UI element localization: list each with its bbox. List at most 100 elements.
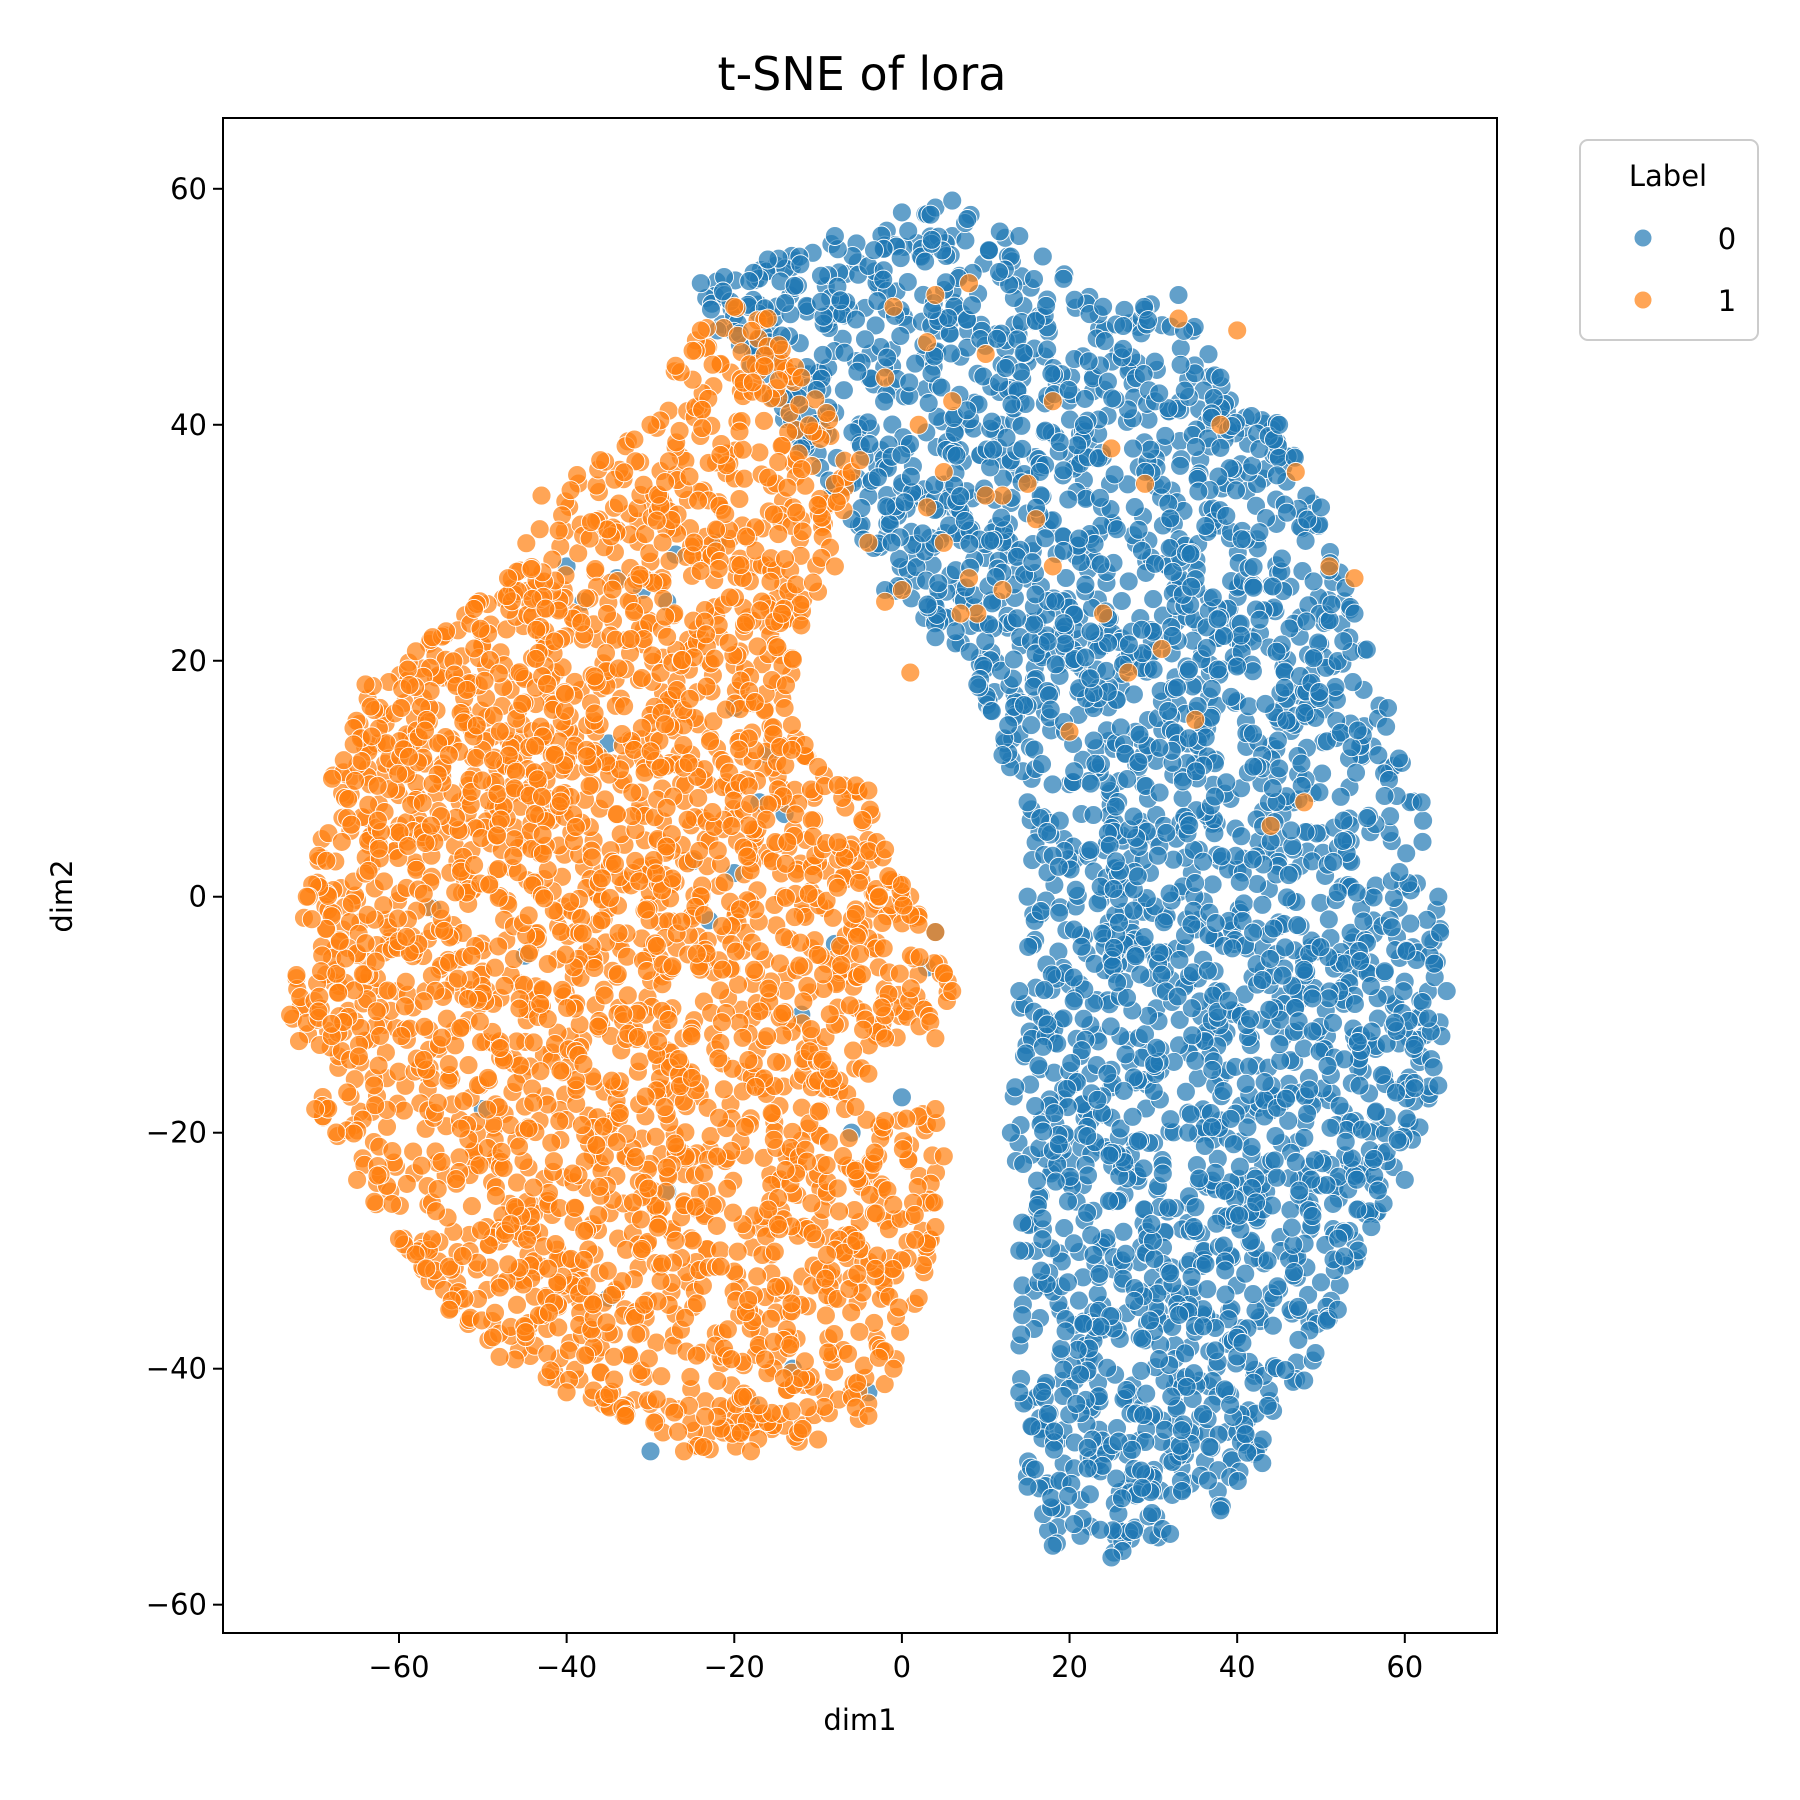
scatter-point (945, 621, 966, 642)
scatter-point (1222, 938, 1243, 959)
scatter-point (1293, 959, 1314, 980)
scatter-point (1134, 927, 1155, 948)
scatter-point (1169, 1304, 1190, 1325)
scatter-point (1140, 439, 1161, 460)
scatter-point (1124, 497, 1145, 518)
scatter-point (1077, 1126, 1098, 1146)
scatter-point (529, 519, 550, 540)
scatter-point (822, 907, 843, 928)
scatter-point (331, 831, 352, 852)
scatter-point (1341, 1148, 1362, 1169)
scatter-point (760, 1308, 781, 1329)
scatter-point (1404, 1078, 1425, 1099)
scatter-point (1045, 654, 1066, 675)
scatter-point (1276, 1088, 1296, 1109)
scatter-point (1113, 1080, 1134, 1101)
scatter-point (1205, 1340, 1226, 1361)
scatter-point (830, 935, 850, 956)
scatter-point (1097, 1357, 1118, 1378)
scatter-point (1229, 1205, 1250, 1226)
scatter-point (790, 594, 811, 615)
scatter-point (1013, 1154, 1034, 1174)
scatter-point (881, 532, 902, 553)
scatter-point (998, 715, 1019, 736)
scatter-point (849, 1321, 870, 1342)
scatter-point (850, 944, 871, 964)
scatter-point (1160, 1523, 1181, 1544)
scatter-point (1075, 647, 1096, 668)
scatter-point (1262, 778, 1283, 799)
scatter-point (1037, 1403, 1058, 1424)
scatter-point (1255, 693, 1276, 714)
scatter-point (1349, 1075, 1370, 1096)
scatter-point (1210, 437, 1231, 458)
scatter-point (1428, 886, 1449, 907)
scatter-point (1136, 1383, 1157, 1404)
scatter-point (1347, 720, 1368, 741)
scatter-point (1025, 310, 1046, 331)
scatter-point (981, 411, 1002, 432)
scatter-point (1194, 1136, 1215, 1156)
scatter-point (341, 814, 362, 835)
scatter-point (1333, 810, 1354, 831)
scatter-point (1346, 882, 1367, 903)
scatter-point (1099, 1145, 1120, 1166)
scatter-point (729, 489, 750, 509)
scatter-point (882, 414, 903, 435)
scatter-point (1238, 696, 1259, 717)
scatter-point (1381, 917, 1402, 938)
scatter-point (337, 1082, 358, 1103)
scatter-point (1078, 351, 1099, 372)
scatter-point (867, 467, 888, 488)
scatter-point (658, 451, 679, 472)
scatter-point (1181, 576, 1202, 597)
scatter-point (1223, 1134, 1244, 1155)
scatter-point (1160, 1109, 1181, 1130)
scatter-point (1218, 990, 1239, 1011)
scatter-point (1201, 1117, 1222, 1138)
scatter-point (905, 353, 926, 374)
scatter-point (1077, 1437, 1098, 1458)
scatter-point (477, 1067, 498, 1088)
scatter-point (1185, 873, 1206, 893)
scatter-point (516, 533, 537, 554)
scatter-point (1124, 1520, 1145, 1541)
scatter-point (656, 1157, 677, 1178)
scatter-point (1055, 1321, 1076, 1342)
scatter-point (1198, 1470, 1218, 1491)
scatter-point (1083, 805, 1104, 825)
scatter-point (959, 533, 980, 554)
scatter-point (701, 299, 721, 320)
scatter-point (1215, 1260, 1236, 1281)
scatter-point (1376, 716, 1397, 737)
scatter-point (855, 329, 875, 350)
scatter-point (1080, 839, 1101, 860)
scatter-point (1412, 831, 1433, 852)
scatter-point (1252, 1453, 1273, 1474)
scatter-point (1418, 1008, 1439, 1029)
scatter-point (906, 557, 927, 578)
scatter-point (1160, 508, 1181, 529)
scatter-point (795, 475, 816, 496)
scatter-point (1180, 1104, 1201, 1125)
scatter-point (1032, 1381, 1053, 1402)
scatter-point (1387, 1129, 1408, 1150)
scatter-point (1294, 702, 1315, 723)
scatter-point (918, 393, 939, 414)
scatter-point (395, 971, 416, 992)
scatter-point (1077, 1458, 1098, 1479)
scatter-point (921, 229, 942, 250)
scatter-point (1276, 502, 1297, 523)
scatter-point (614, 696, 635, 717)
scatter-point (1021, 715, 1042, 736)
scatter-point (1025, 1096, 1046, 1117)
scatter-point (1294, 1370, 1315, 1391)
scatter-point (1051, 1251, 1072, 1272)
scatter-point (1073, 1313, 1094, 1334)
scatter-point (1295, 530, 1316, 551)
scatter-point (1063, 1233, 1084, 1254)
scatter-point (1266, 641, 1287, 662)
scatter-point (488, 936, 509, 957)
scatter-point (1185, 1197, 1206, 1218)
scatter-point (613, 1004, 634, 1025)
